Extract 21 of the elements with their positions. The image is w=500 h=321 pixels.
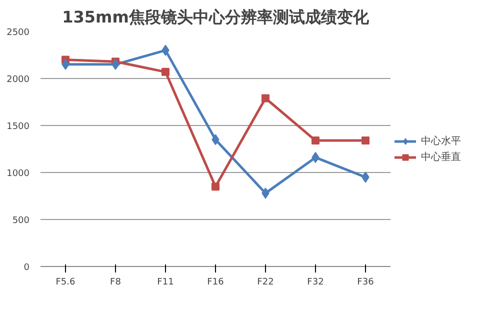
chart-title: 135mm焦段镜头中心分辨率测试成绩变化: [62, 8, 370, 26]
point: [362, 136, 370, 145]
y-tick-label: 1500: [6, 122, 30, 132]
x-tick-label: F32: [307, 278, 324, 288]
legend-label: 中心水平: [421, 134, 461, 148]
y-tick-label: 500: [12, 216, 30, 226]
y-tick-label: 2000: [6, 75, 30, 85]
y-tick-label: 1000: [6, 169, 30, 179]
x-tick-label: F16: [207, 278, 224, 288]
point: [262, 94, 270, 102]
x-tick-label: F8: [110, 278, 122, 288]
legend-label: 中心垂直: [421, 150, 461, 164]
y-tick-label: 2500: [6, 28, 30, 38]
y-tick-label: 0: [24, 263, 30, 273]
x-tick-label: F36: [357, 278, 374, 288]
x-tick-label: F22: [257, 278, 274, 288]
point: [312, 136, 320, 145]
x-tick-label: F11: [157, 278, 174, 288]
x-tick-label: F5.6: [56, 278, 76, 288]
point: [212, 182, 220, 191]
point: [162, 68, 170, 76]
